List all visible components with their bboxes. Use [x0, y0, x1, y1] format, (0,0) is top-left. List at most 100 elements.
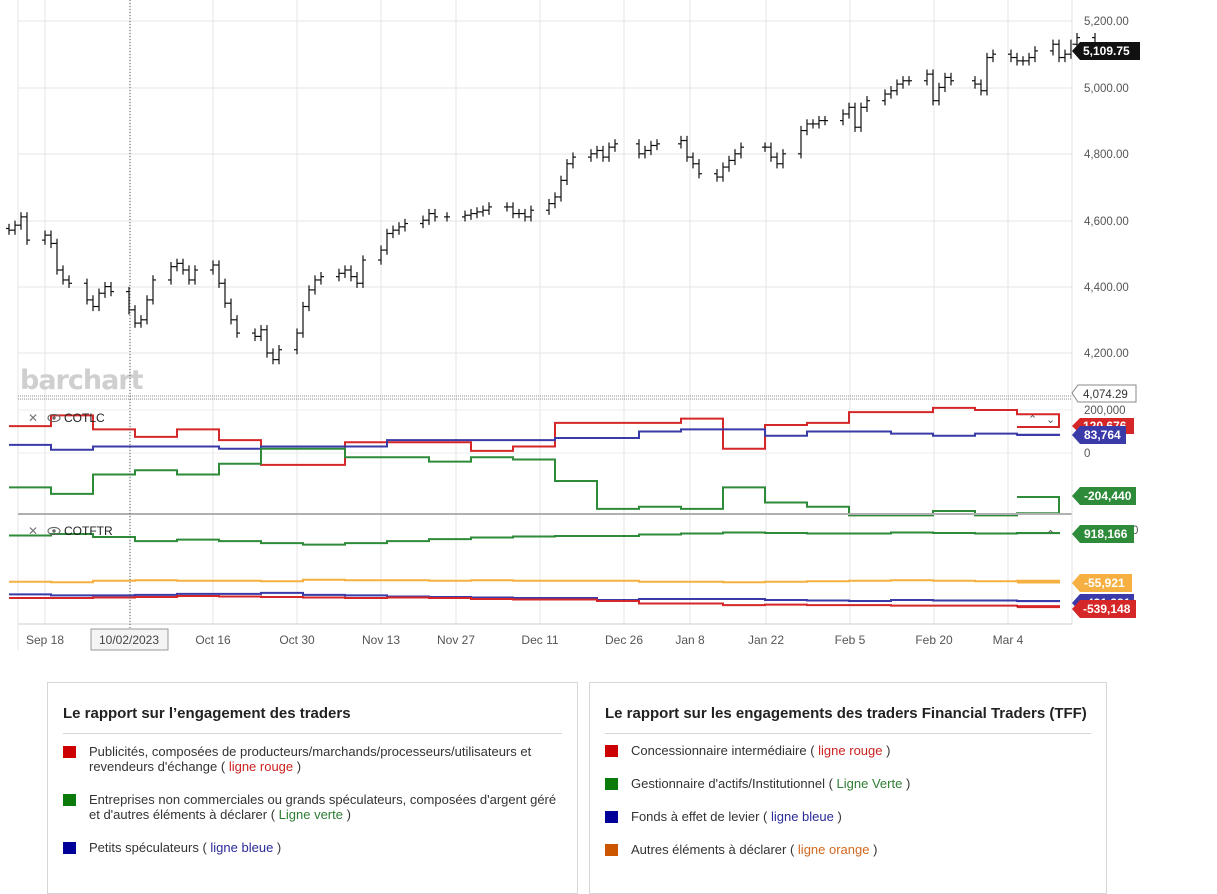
cotftr-line-green [9, 531, 1060, 546]
ohlc-bar [54, 238, 60, 275]
legend-item-end: ) [905, 776, 911, 791]
red-swatch [63, 746, 76, 758]
cotftr-title: COTFTR [64, 524, 113, 538]
cotftr-red-value: -539,148 [1083, 602, 1131, 616]
cotlc-tag-green: -204,440 [1072, 487, 1136, 505]
legend-item-dealer: Concessionnaire intermédiaire ( ligne ro… [605, 743, 1091, 758]
x-tick-label: Jan 22 [748, 633, 784, 647]
ohlc-bar [1062, 49, 1068, 63]
ohlc-bar [690, 152, 696, 169]
red-swatch [605, 745, 618, 757]
ohlc-bar [390, 225, 396, 239]
ohlc-bar [252, 328, 258, 342]
ohlc-bar [444, 212, 450, 222]
eye-icon[interactable] [47, 413, 61, 423]
ohlc-bar [678, 135, 684, 149]
ohlc-bar [528, 205, 534, 222]
ohlc-bar [768, 142, 774, 162]
ohlc-bar [936, 82, 942, 106]
ohlc-bar [1056, 39, 1062, 63]
price-tick: 4,600.00 [1084, 216, 1129, 228]
ohlc-bar [258, 325, 264, 342]
ohlc-bar [894, 79, 900, 96]
ohlc-bar [654, 139, 660, 151]
ohlc-bar [570, 152, 576, 169]
price-tick: 4,800.00 [1084, 149, 1129, 161]
ohlc-bar [84, 278, 90, 305]
legend-item-end: ) [837, 809, 842, 824]
close-icon[interactable]: ✕ [28, 411, 38, 425]
ohlc-bar [42, 230, 48, 245]
price-tick: 5,200.00 [1084, 16, 1129, 28]
ohlc-bar [1026, 52, 1032, 66]
cotftr-tag-orange: -55,921 [1072, 574, 1132, 592]
legend-cotlc-title: Le rapport sur l’engagement des traders [63, 703, 562, 734]
ohlc-bar [270, 348, 276, 365]
ohlc-bar [222, 278, 228, 308]
legend-item-asset-manager: Gestionnaire d'actifs/Institutionnel ( L… [605, 776, 1091, 791]
ohlc-bar [816, 115, 822, 129]
legend-item-text: Publicités, composées de producteurs/mar… [89, 744, 532, 774]
ohlc-bar [684, 135, 690, 162]
x-tick-label: Nov 13 [362, 633, 400, 647]
legend-line-name: Ligne verte [278, 807, 343, 822]
ohlc-bar [336, 268, 342, 282]
crosshair-value-tag: 4,074.29 [1071, 384, 1137, 403]
price-tick: 4,200.00 [1084, 348, 1129, 360]
chevron-up-icon[interactable]: ⌃ [1046, 528, 1055, 541]
crosshair-date-tag: 10/02/2023 [90, 628, 169, 651]
chart-area[interactable]: barchart 5,200.00 5,000.00 4,800.00 4,60… [0, 0, 1217, 660]
legend-item-end: ) [873, 842, 878, 857]
ohlc-bar [984, 52, 990, 96]
cotlc-line-green [9, 447, 1060, 517]
blue-swatch [605, 811, 618, 823]
legend-line-name: ligne bleue [210, 840, 274, 855]
ohlc-bar [516, 208, 522, 219]
ohlc-bar [888, 86, 894, 99]
ohlc-bar [294, 328, 300, 355]
ohlc-bar [924, 69, 930, 86]
ohlc-bar [942, 72, 948, 93]
cotlc-tick-0: 0 [1084, 448, 1090, 460]
ohlc-bar [6, 223, 12, 235]
legend-item-leveraged-funds: Fonds à effet de levier ( ligne bleue ) [605, 809, 1091, 824]
x-tick-label: Oct 30 [279, 633, 315, 647]
ohlc-bar [1032, 46, 1038, 63]
legend-item-text: Autres éléments à déclarer ( [631, 842, 795, 857]
cotlc-line-red [9, 406, 1060, 466]
ohlc-bar [312, 275, 318, 295]
legend-item-text: Concessionnaire intermédiaire ( [631, 743, 815, 758]
eye-icon[interactable] [47, 526, 61, 536]
ohlc-bar [12, 220, 18, 235]
ohlc-bar [726, 155, 732, 172]
ohlc-bar [858, 102, 864, 132]
ohlc-bar [318, 271, 324, 285]
ohlc-bar [612, 139, 618, 152]
price-ohlc-series [6, 32, 1098, 365]
legend-line-name: ligne rouge [818, 743, 883, 758]
last-price-tag: 5,109.75 [1072, 42, 1140, 60]
cotlc-title: COTLC [64, 411, 105, 425]
ohlc-bar [144, 295, 150, 325]
ohlc-bar [420, 215, 426, 229]
legend-item-commercials: Publicités, composées de producteurs/mar… [63, 744, 562, 774]
ohlc-bar [720, 162, 726, 182]
ohlc-bar [810, 119, 816, 129]
ohlc-bar [360, 255, 366, 288]
ohlc-bar [552, 192, 558, 209]
close-icon[interactable]: ✕ [28, 524, 38, 538]
ohlc-bar [342, 265, 348, 278]
x-tick-label: Nov 27 [437, 633, 475, 647]
chevron-up-icon[interactable]: ⌃ [1028, 413, 1037, 426]
blue-swatch [63, 842, 76, 854]
ohlc-bar [522, 208, 528, 222]
ohlc-bar [972, 76, 978, 89]
legend-item-text: Entreprises non commerciales ou grands s… [89, 792, 557, 822]
ohlc-bar [150, 275, 156, 305]
chevron-down-icon[interactable]: ⌄ [1046, 413, 1055, 426]
ohlc-bar [840, 109, 846, 126]
ohlc-bar [348, 265, 354, 282]
ohlc-bar [66, 275, 72, 288]
ohlc-bar [900, 76, 906, 89]
crosshair-value: 4,074.29 [1083, 389, 1128, 401]
